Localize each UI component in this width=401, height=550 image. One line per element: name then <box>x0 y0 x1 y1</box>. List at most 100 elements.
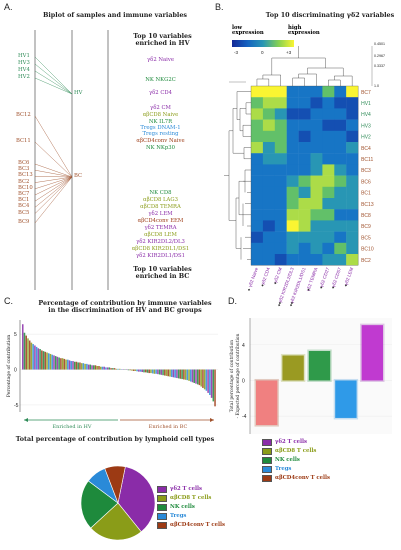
contribution-bar <box>70 361 73 370</box>
heatmap-cell <box>310 86 323 98</box>
legend-high-label: high expression <box>288 25 320 37</box>
heatmap-cell <box>262 108 275 120</box>
heatmap-cell <box>346 186 359 199</box>
heatmap-cell <box>274 198 287 210</box>
heatmap-cell <box>251 242 264 255</box>
heatmap-cell <box>274 164 287 176</box>
bottom-note-line-1: Top 10 variables <box>133 265 192 273</box>
legend-label: αβCD8 T cells <box>275 447 317 454</box>
hv-variable-label: NK IL7R <box>148 119 173 125</box>
bc-sample-label: BC3 <box>18 166 30 173</box>
heatmap-cell <box>251 254 264 266</box>
contribution-bar <box>77 362 79 370</box>
heatmap-cell <box>274 153 287 165</box>
heatmap-row-label: BC4 <box>361 146 371 152</box>
heatmap-cell <box>274 220 287 232</box>
y-tick: -4 <box>242 414 247 420</box>
pie-legend-item: Tregs <box>157 512 225 521</box>
heatmap-cell <box>346 97 359 109</box>
bc-sample-label: BC5 <box>18 209 30 216</box>
heatmap-cell <box>262 186 275 199</box>
contribution-bar <box>75 361 78 370</box>
heatmap-cell <box>322 108 335 120</box>
heatmap-cell <box>346 254 359 266</box>
contribution-bar <box>188 369 190 381</box>
contribution-bar <box>144 369 147 373</box>
pie-slice <box>104 465 126 505</box>
heatmap-cell <box>334 108 347 120</box>
heatmap-cell <box>310 108 323 120</box>
contribution-bar <box>134 369 137 371</box>
heatmap-cell <box>310 220 323 232</box>
heatmap-cell <box>334 86 347 98</box>
top-note-line-2: enriched in HV <box>135 39 190 48</box>
heatmap-cell <box>274 86 287 98</box>
contribution-bar <box>172 369 175 378</box>
heatmap-cell <box>346 198 359 210</box>
contribution-bar <box>139 369 142 372</box>
legend-low-line1: low <box>232 25 243 31</box>
heatmap-cell <box>346 86 359 98</box>
d-legend-item: NK cells <box>262 456 330 465</box>
contribution-bar <box>196 369 199 385</box>
contribution-bar <box>198 369 201 386</box>
heatmap-cell <box>251 198 264 210</box>
contribution-bar <box>193 369 196 383</box>
heatmap-cell <box>274 209 287 221</box>
legend-label: γδ2 T cells <box>275 438 307 445</box>
heatmap-cell <box>334 175 347 187</box>
scale-tick: +3 <box>286 50 292 55</box>
pie-legend-item: γδ2 T cells <box>157 485 225 494</box>
hv-variable-label: Tregs DNAM-1 <box>140 125 181 131</box>
legend-label: NK cells <box>275 456 300 463</box>
tree-tick: 0.4501 <box>374 42 385 46</box>
contribution-bar <box>80 363 83 370</box>
heatmap-cell <box>262 97 275 109</box>
heatmap-row-label: BC2 <box>361 258 371 264</box>
contribution-bar <box>84 363 86 370</box>
heatmap-cell <box>286 86 299 98</box>
heatmap-row-label: BC9 <box>361 224 371 230</box>
contribution-bar <box>110 368 112 370</box>
heatmap-cell <box>334 242 347 255</box>
heatmap-cell <box>298 119 311 131</box>
heatmap-cell <box>334 164 347 176</box>
contribution-bar <box>200 369 202 387</box>
heatmap-col-marker: ◆◆ <box>277 301 283 307</box>
contribution-bar <box>138 369 140 372</box>
heatmap-cell <box>322 97 335 109</box>
y-axis-label-1: Total percentage of contribution <box>230 340 235 412</box>
hv-sample-label: HV3 <box>18 60 30 66</box>
heatmap-cell <box>310 186 323 199</box>
contribution-bar <box>164 369 166 376</box>
contribution-bar <box>146 369 149 373</box>
heatmap-cell <box>322 242 335 255</box>
contribution-bar <box>203 369 206 390</box>
bc-sample-label: BC12 <box>16 112 31 118</box>
y-tick: 0 <box>14 368 17 374</box>
legend-swatch <box>157 486 167 493</box>
heatmap-cell <box>251 119 264 131</box>
contribution-bar <box>158 369 161 375</box>
heatmap-cell <box>334 142 347 154</box>
heatmap-row-label: BC6 <box>361 179 371 185</box>
heatmap-cell <box>262 153 275 165</box>
heatmap-cell <box>298 142 311 154</box>
bc-variable-label: αβCD8 TEMRA <box>140 204 181 210</box>
contribution-bar <box>165 369 168 376</box>
contribution-bar <box>39 349 41 370</box>
pie-legend-item: NK cells <box>157 503 225 512</box>
heatmap-cell <box>262 119 275 131</box>
pie-legend-item: αβCD8 T cells <box>157 494 225 503</box>
heatmap-cell <box>298 254 311 266</box>
panel-c-letter: C. <box>4 296 13 306</box>
heatmap-cell <box>310 175 323 187</box>
heatmap-row-label: BC7 <box>361 90 371 96</box>
contribution-bar <box>60 358 62 370</box>
heatmap-cell <box>286 97 299 109</box>
contribution-bar <box>79 362 81 370</box>
bc-variable-label: αβCD8 LEM <box>144 232 177 238</box>
heatmap-cell <box>262 142 275 154</box>
heatmap-col-marker: ◆ <box>331 285 336 289</box>
heatmap-cell <box>346 130 359 143</box>
